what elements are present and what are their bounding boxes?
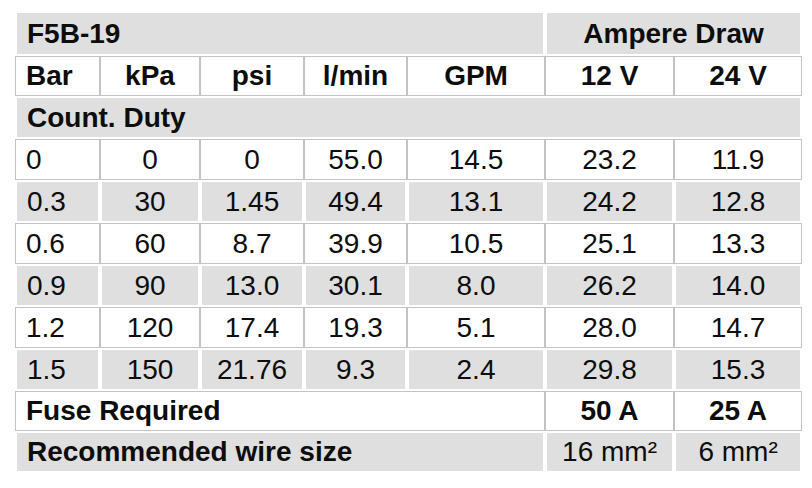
data-cell: 1.5: [15, 348, 100, 391]
data-cell: 10.5: [407, 223, 545, 264]
table-row-title: F5B-19 Ampere Draw: [15, 11, 802, 56]
table-row-section: Count. Duty: [15, 96, 802, 139]
table-row: 0.3 30 1.45 49.4 13.1 24.2 12.8: [15, 180, 802, 223]
data-cell: 90: [100, 264, 200, 307]
table-row-wire-size: Recommended wire size 16 mm² 6 mm²: [15, 431, 802, 473]
data-cell: 1.45: [200, 180, 304, 223]
fuse-12v-value: 50 A: [545, 391, 674, 431]
data-cell: 0.9: [15, 264, 100, 307]
data-cell: 12.8: [674, 180, 802, 223]
pump-spec-table: F5B-19 Ampere Draw Bar kPa psi l/min GPM…: [15, 11, 802, 473]
data-cell: 15.3: [674, 348, 802, 391]
data-cell: 9.3: [304, 348, 407, 391]
table-row: 0.9 90 13.0 30.1 8.0 26.2 14.0: [15, 264, 802, 307]
table-row-fuse: Fuse Required 50 A 25 A: [15, 391, 802, 431]
table-row: 0.6 60 8.7 39.9 10.5 25.1 13.3: [15, 223, 802, 264]
col-header-24v: 24 V: [674, 56, 802, 96]
col-header-bar: Bar: [15, 56, 100, 96]
data-cell: 2.4: [407, 348, 545, 391]
data-cell: 17.4: [200, 307, 304, 348]
data-cell: 23.2: [545, 139, 674, 180]
data-cell: 30: [100, 180, 200, 223]
col-header-gpm: GPM: [407, 56, 545, 96]
data-cell: 25.1: [545, 223, 674, 264]
data-cell: 14.0: [674, 264, 802, 307]
data-cell: 0: [100, 139, 200, 180]
ampere-draw-header: Ampere Draw: [545, 11, 802, 56]
table-row-column-headers: Bar kPa psi l/min GPM 12 V 24 V: [15, 56, 802, 96]
data-cell: 55.0: [304, 139, 407, 180]
data-cell: 26.2: [545, 264, 674, 307]
data-cell: 21.76: [200, 348, 304, 391]
datasheet-page: F5B-19 Ampere Draw Bar kPa psi l/min GPM…: [0, 0, 812, 488]
data-cell: 150: [100, 348, 200, 391]
wire-size-label: Recommended wire size: [15, 431, 545, 473]
data-cell: 28.0: [545, 307, 674, 348]
fuse-24v-value: 25 A: [674, 391, 802, 431]
data-cell: 39.9: [304, 223, 407, 264]
data-cell: 29.8: [545, 348, 674, 391]
data-cell: 30.1: [304, 264, 407, 307]
col-header-kpa: kPa: [100, 56, 200, 96]
data-cell: 0: [200, 139, 304, 180]
section-label: Count. Duty: [15, 96, 802, 139]
data-cell: 8.0: [407, 264, 545, 307]
data-cell: 0: [15, 139, 100, 180]
data-cell: 14.7: [674, 307, 802, 348]
data-cell: 14.5: [407, 139, 545, 180]
data-cell: 19.3: [304, 307, 407, 348]
model-title: F5B-19: [15, 11, 545, 56]
data-cell: 24.2: [545, 180, 674, 223]
table-row: 1.2 120 17.4 19.3 5.1 28.0 14.7: [15, 307, 802, 348]
data-cell: 120: [100, 307, 200, 348]
data-cell: 0.3: [15, 180, 100, 223]
data-cell: 5.1: [407, 307, 545, 348]
data-cell: 60: [100, 223, 200, 264]
fuse-required-label: Fuse Required: [15, 391, 545, 431]
table-row: 0 0 0 55.0 14.5 23.2 11.9: [15, 139, 802, 180]
data-cell: 0.6: [15, 223, 100, 264]
col-header-lmin: l/min: [304, 56, 407, 96]
wire-12v-value: 16 mm²: [545, 431, 674, 473]
data-cell: 11.9: [674, 139, 802, 180]
data-cell: 13.3: [674, 223, 802, 264]
col-header-12v: 12 V: [545, 56, 674, 96]
table-row: 1.5 150 21.76 9.3 2.4 29.8 15.3: [15, 348, 802, 391]
data-cell: 8.7: [200, 223, 304, 264]
data-cell: 49.4: [304, 180, 407, 223]
col-header-psi: psi: [200, 56, 304, 96]
data-cell: 13.0: [200, 264, 304, 307]
data-cell: 1.2: [15, 307, 100, 348]
wire-24v-value: 6 mm²: [674, 431, 802, 473]
data-cell: 13.1: [407, 180, 545, 223]
